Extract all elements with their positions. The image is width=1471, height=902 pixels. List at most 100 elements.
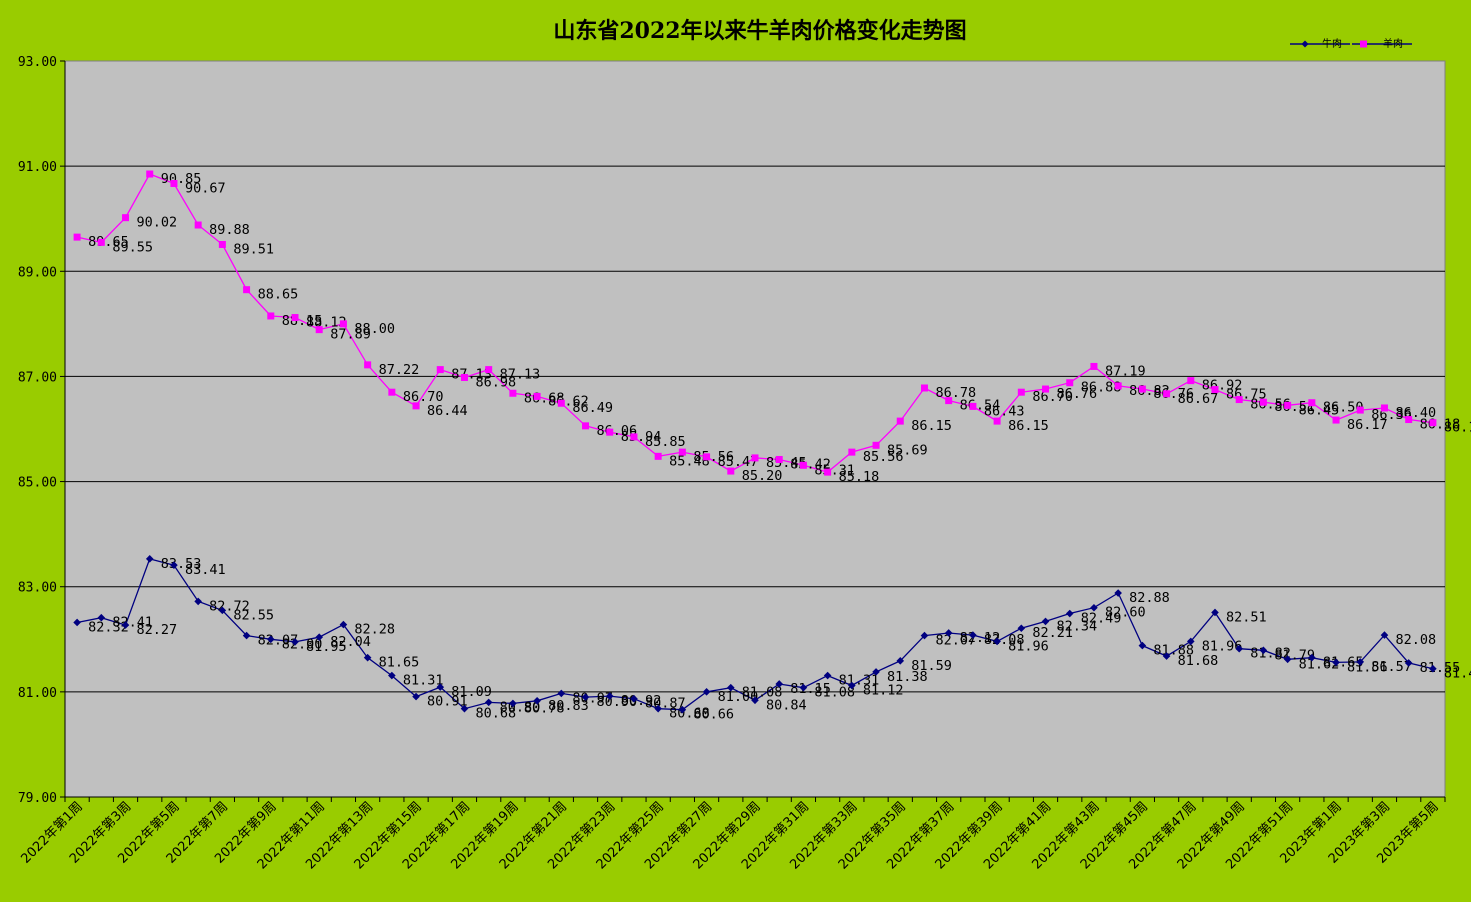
data-point [1380,631,1389,639]
y-tick-label: 93.00 [18,55,57,70]
data-point [242,631,251,640]
data-label: 85.20 [742,468,783,484]
data-point [243,286,251,294]
data-point [1138,385,1146,393]
data-label: 82.27 [137,622,178,638]
data-label: 86.43 [984,403,1025,419]
data-label: 82.04 [330,634,371,650]
y-tick-label: 83.00 [18,581,57,596]
data-label: 81.08 [742,685,783,701]
data-label: 81.56 [1347,659,1388,675]
data-point [775,680,784,688]
data-label: 82.08 [1395,632,1436,648]
data-label: 86.45 [1299,402,1340,418]
data-point [412,402,420,410]
y-tick-label: 87.00 [18,370,57,385]
data-point [1114,589,1122,597]
data-point [460,704,469,713]
data-point [993,637,1001,646]
data-label: 81.62 [1299,656,1340,672]
data-point [751,696,759,705]
data-point [1404,659,1413,667]
data-point [339,320,347,328]
data-label: 85.48 [669,453,710,469]
series-mutton: 89.6589.5590.0290.8590.6789.8889.5188.65… [73,170,1471,485]
data-label: 81.00 [718,689,759,705]
data-point [170,561,178,569]
data-point [170,179,178,187]
data-label: 81.65 [1323,655,1364,671]
data-label: 82.55 [233,607,274,623]
data-label: 85.56 [693,449,734,465]
data-point [73,233,81,241]
data-label: 81.31 [839,673,880,689]
data-point [388,671,396,680]
data-label: 89.65 [88,234,129,250]
data-point [1090,362,1098,370]
data-point [291,638,299,646]
data-label: 86.88 [1081,380,1122,396]
data-point [1259,398,1267,406]
legend-mutton-marker [1360,40,1367,48]
data-label: 80.90 [597,694,638,710]
data-point [146,170,154,178]
data-label: 81.08 [814,685,855,701]
data-point [969,402,977,410]
data-label: 81.15 [790,681,831,697]
data-point [945,397,953,405]
data-point [484,698,493,707]
data-label: 89.88 [209,222,250,238]
data-point [73,618,81,627]
data-point [944,629,953,637]
data-label: 80.66 [693,707,734,723]
data-point [509,699,517,708]
data-point [1235,644,1244,653]
data-point [315,326,323,334]
data-label: 82.60 [1105,605,1146,621]
data-point [678,705,687,714]
data-label: 86.49 [572,400,613,416]
data-point [97,238,105,246]
data-point [872,441,880,449]
data-label: 83.53 [161,556,202,572]
data-point [485,366,493,374]
data-label: 86.78 [935,385,976,401]
data-point [581,693,590,701]
data-point [606,428,614,436]
data-point [727,467,735,475]
data-point [557,689,566,698]
data-point [533,392,541,400]
data-point [1017,388,1025,396]
data-label: 80.91 [427,694,468,710]
data-point [1308,399,1316,407]
data-point [678,448,686,456]
data-point [1041,617,1050,626]
data-point [1066,379,1074,387]
data-point [557,399,565,407]
data-point [194,221,202,229]
data-label: 81.38 [887,669,928,685]
data-point [315,633,324,641]
y-tick-label: 79.00 [18,791,57,806]
data-point [654,704,662,713]
data-label: 82.28 [354,622,395,638]
data-point [194,597,202,606]
data-point [412,692,420,701]
data-point [920,384,928,392]
data-point [266,635,275,644]
data-label: 82.51 [1226,609,1267,625]
legend: 牛肉 羊肉 [1290,37,1412,50]
data-label: 81.68 [1178,653,1219,669]
data-point [1405,416,1413,424]
data-label: 86.67 [1178,391,1219,407]
data-label: 88.00 [354,321,395,337]
legend-mutton-label: 羊肉 [1383,37,1403,50]
data-point [799,683,808,692]
data-label: 85.56 [863,449,904,465]
data-point [896,417,904,425]
data-point [267,312,275,320]
data-point [1308,653,1316,662]
data-label: 85.85 [645,434,686,450]
data-label: 80.92 [621,693,662,709]
data-label: 81.59 [911,658,952,674]
